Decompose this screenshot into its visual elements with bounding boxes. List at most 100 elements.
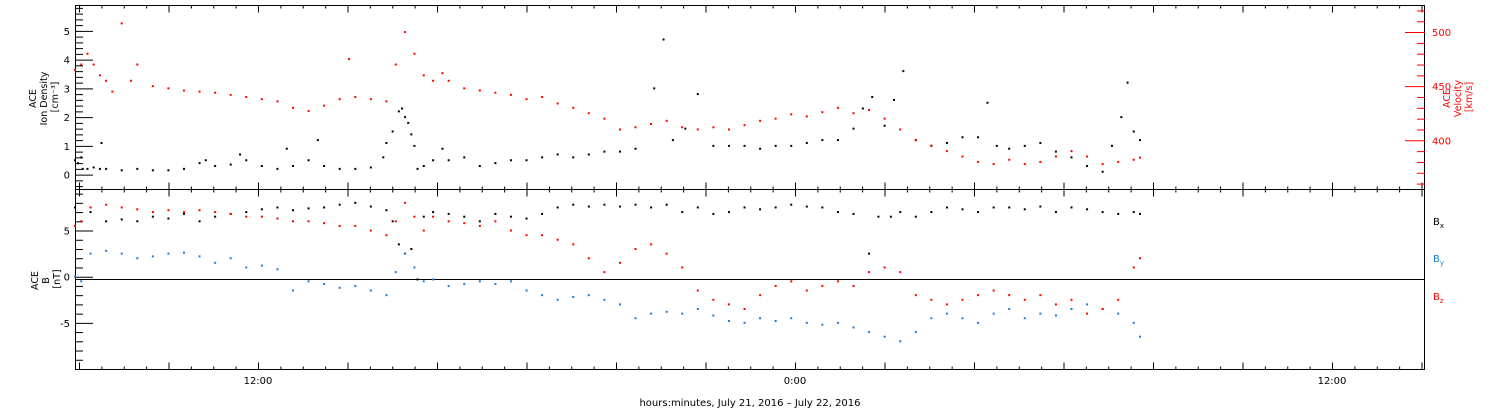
bottom-data-point-bz	[1070, 298, 1073, 301]
bottom-data-point-bz	[899, 271, 902, 274]
bottom-data-point-bx	[410, 248, 413, 250]
top-data-point	[276, 100, 279, 103]
bottom-data-point-by	[541, 294, 544, 297]
bottom-data-point-by	[245, 266, 248, 269]
bottom-data-point-by	[774, 320, 777, 322]
bottom-left-title-line-2: B	[41, 277, 52, 284]
bottom-data-point-bz	[338, 224, 341, 227]
top-data-point	[478, 89, 481, 92]
top-data-point	[587, 153, 590, 156]
bottom-data-point-by	[852, 326, 855, 329]
bottom-data-point-by	[214, 261, 217, 264]
bottom-data-point-bx	[478, 220, 481, 223]
axis-tick-labels: 12:00 0:00 12:00 0 1 2 3 4 5 400 450 500 -5 0 5	[60, 27, 1451, 387]
bottom-data-point-by	[587, 294, 590, 297]
bottom-data-point-by	[105, 249, 108, 252]
top-data-point	[120, 169, 123, 172]
top-data-point	[852, 127, 855, 130]
bottom-data-point-bz	[914, 294, 917, 297]
bottom-data-point-bx	[634, 203, 637, 206]
bottom-data-point-bx	[1117, 212, 1120, 215]
bottom-data-point-by	[120, 252, 123, 255]
top-data-point	[348, 58, 351, 61]
top-data-point	[478, 165, 481, 167]
bottom-data-point-bz	[634, 248, 637, 250]
top-data-point	[1054, 150, 1057, 153]
top-data-point	[291, 165, 294, 167]
top-data-point	[136, 167, 139, 170]
bottom-data-point-bz	[323, 222, 326, 225]
top-data-point	[291, 106, 294, 109]
top-data-point	[1086, 155, 1089, 158]
bottom-data-point-by	[914, 331, 917, 334]
bottom-data-point-by	[743, 321, 746, 324]
top-left-y-tick-label: 0	[64, 171, 70, 182]
top-data-point	[1101, 170, 1104, 173]
bottom-data-point-bz	[805, 289, 808, 292]
bottom-data-point-bz	[151, 211, 154, 214]
bottom-data-point-by	[354, 284, 357, 287]
bottom-data-point-bx	[276, 206, 279, 209]
top-data-point	[696, 93, 699, 96]
bottom-data-point-bz	[494, 220, 497, 223]
top-data-point	[861, 107, 864, 110]
top-data-point	[80, 63, 83, 66]
top-data-point	[871, 96, 874, 98]
top-data-point	[572, 106, 575, 109]
bottom-data-point-bz	[977, 294, 980, 297]
bottom-data-point-bz	[413, 215, 416, 218]
top-data-point	[541, 96, 544, 98]
legend-bx: Bx	[1433, 217, 1444, 230]
bottom-data-point-bx	[790, 203, 793, 206]
bottom-data-point-by	[961, 317, 964, 320]
top-data-point	[509, 159, 512, 162]
top-data-point	[397, 110, 400, 113]
top-data-point	[1117, 160, 1120, 163]
bottom-data-point-bz	[74, 224, 76, 227]
top-data-point	[1110, 144, 1113, 147]
top-data-point	[130, 79, 133, 82]
top-data-point	[120, 22, 123, 25]
top-data-point	[650, 123, 653, 126]
bottom-data-point-by	[1039, 312, 1042, 315]
bottom-data-point-bx	[618, 205, 621, 208]
top-panel-frame	[75, 5, 1425, 190]
bottom-data-point-bz	[478, 224, 481, 227]
bottom-data-point-by	[883, 335, 886, 338]
bottom-data-point-bx	[556, 206, 559, 209]
bottom-data-point-bx	[136, 220, 139, 223]
top-data-point	[441, 147, 444, 150]
bottom-data-point-bx	[120, 218, 123, 221]
top-data-point	[1126, 81, 1129, 84]
top-data-point	[634, 147, 637, 150]
top-data-point	[1120, 116, 1123, 119]
top-data-point	[681, 126, 684, 129]
bottom-data-point-bx	[992, 206, 995, 209]
bottom-data-point-by	[712, 314, 715, 317]
top-data-point	[151, 85, 154, 88]
top-data-point	[977, 136, 980, 139]
bottom-data-point-by	[182, 251, 185, 254]
bottom-data-point-bz	[696, 289, 699, 292]
top-data-point	[105, 79, 108, 82]
top-data-point	[407, 121, 410, 124]
top-data-point	[385, 100, 388, 103]
bottom-data-point-bx	[821, 206, 824, 209]
top-data-point	[774, 144, 777, 147]
bottom-data-point-bx	[868, 252, 871, 255]
top-left-y-tick-label: 1	[64, 142, 70, 153]
top-data-point	[1132, 158, 1135, 161]
bottom-data-point-bx	[1039, 205, 1042, 208]
bottom-data-point-bx	[587, 205, 590, 208]
top-data-point	[260, 98, 263, 101]
top-data-point	[323, 104, 326, 107]
bottom-data-point-by	[432, 278, 435, 281]
bottom-data-point-bz	[260, 215, 263, 218]
bottom-data-point-bx	[541, 212, 544, 215]
bottom-data-point-bx	[889, 215, 892, 218]
top-data-point	[961, 155, 964, 158]
top-data-point	[404, 31, 407, 34]
top-data-point	[1054, 155, 1057, 158]
bottom-data-point-bx	[914, 215, 917, 218]
bottom-data-point-by	[556, 298, 559, 301]
